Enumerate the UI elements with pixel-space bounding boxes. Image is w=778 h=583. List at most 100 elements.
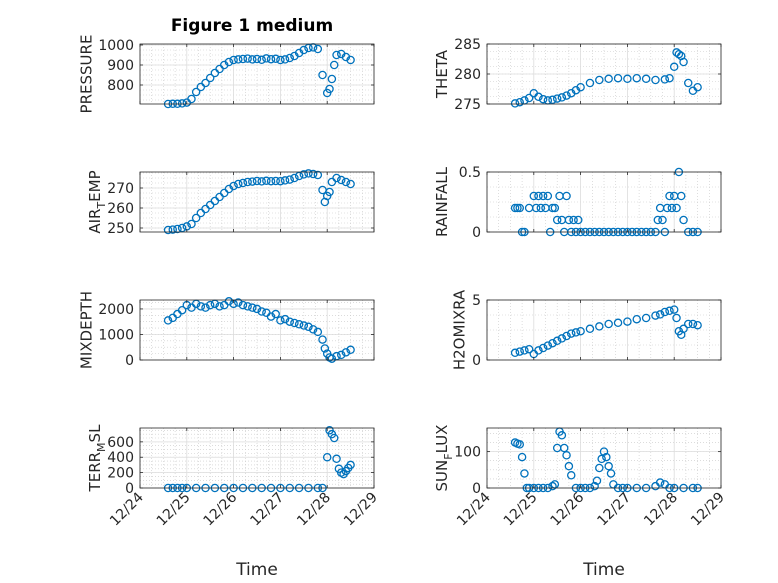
data-point [548, 95, 557, 105]
data-point [623, 74, 632, 84]
axes-box [486, 171, 722, 233]
data-point [201, 78, 210, 88]
data-point [304, 43, 313, 53]
axes-box [486, 299, 722, 361]
data-point [564, 461, 574, 471]
data-point [234, 179, 243, 189]
data-point [177, 99, 187, 108]
data-point [676, 191, 686, 201]
data-point [510, 99, 520, 108]
data-point [290, 318, 299, 328]
data-point [262, 54, 271, 63]
data-point [266, 312, 276, 321]
y-tick-label: 270 [107, 181, 134, 197]
data-point [538, 94, 548, 104]
data-point [590, 481, 599, 491]
data-point [550, 203, 560, 213]
data-point [336, 468, 346, 477]
data-point [632, 314, 642, 324]
data-point [271, 309, 280, 319]
data-point [290, 173, 299, 183]
data-point [318, 335, 327, 344]
data-point [562, 91, 571, 100]
data-point [325, 187, 334, 197]
data-point [693, 320, 702, 330]
data-point [536, 203, 546, 213]
data-point [660, 75, 670, 84]
y-tick-label: 900 [107, 58, 134, 74]
data-point [248, 55, 257, 64]
data-point [662, 203, 672, 213]
data-point [669, 62, 679, 72]
data-point [552, 94, 562, 103]
y-tick-label: 200 [107, 466, 134, 482]
data-point [688, 319, 698, 329]
axes-box [139, 427, 375, 489]
data-point [304, 169, 313, 178]
data-point [674, 49, 684, 59]
y-tick-label: 0 [472, 353, 481, 369]
y-tick-label: 1000 [98, 38, 134, 54]
data-point [529, 191, 539, 201]
data-point [336, 175, 346, 185]
data-point [552, 215, 562, 225]
data-point [515, 203, 525, 213]
data-point [585, 324, 595, 334]
data-point [257, 177, 266, 186]
data-point [262, 176, 271, 186]
y-axis-label: H2OMIXRA [450, 289, 468, 370]
data-point [515, 440, 525, 449]
data-point [548, 203, 557, 213]
data-point [651, 311, 660, 320]
data-point [613, 73, 623, 83]
data-point [327, 354, 337, 363]
data-point [641, 74, 651, 84]
data-point [655, 478, 665, 487]
axes-box [486, 427, 722, 489]
data-point [205, 300, 215, 310]
data-point [576, 82, 585, 92]
data-point [667, 203, 677, 213]
data-point [557, 93, 567, 102]
data-point [515, 97, 525, 107]
data-point [520, 346, 529, 355]
data-point [346, 345, 355, 355]
data-point [595, 463, 604, 473]
data-point [163, 225, 173, 235]
figure-title: Figure 1 medium [171, 16, 333, 36]
data-point [679, 57, 688, 67]
data-point [346, 55, 355, 65]
data-point [320, 344, 330, 353]
data-point [574, 215, 583, 225]
data-point [571, 328, 581, 337]
y-axis-label: RAINFALL [433, 166, 451, 237]
data-point [285, 53, 295, 63]
data-point [524, 344, 534, 354]
data-point [318, 70, 327, 80]
data-point [679, 324, 688, 334]
data-point [332, 454, 341, 464]
axes-box [139, 43, 375, 105]
data-point [566, 329, 576, 338]
data-point [280, 176, 290, 185]
data-point [531, 203, 541, 213]
data-point [196, 302, 206, 311]
data-point [510, 348, 520, 358]
data-point [548, 481, 557, 491]
data-point [672, 203, 681, 213]
data-point [655, 310, 665, 319]
data-point [538, 191, 548, 201]
data-point [613, 318, 623, 328]
data-point [252, 176, 262, 186]
data-point [243, 177, 252, 187]
data-point [163, 316, 173, 325]
data-point [238, 178, 248, 188]
data-point [683, 319, 693, 329]
data-point [266, 54, 276, 64]
data-point [285, 317, 295, 326]
y-tick-label: 280 [454, 67, 481, 83]
